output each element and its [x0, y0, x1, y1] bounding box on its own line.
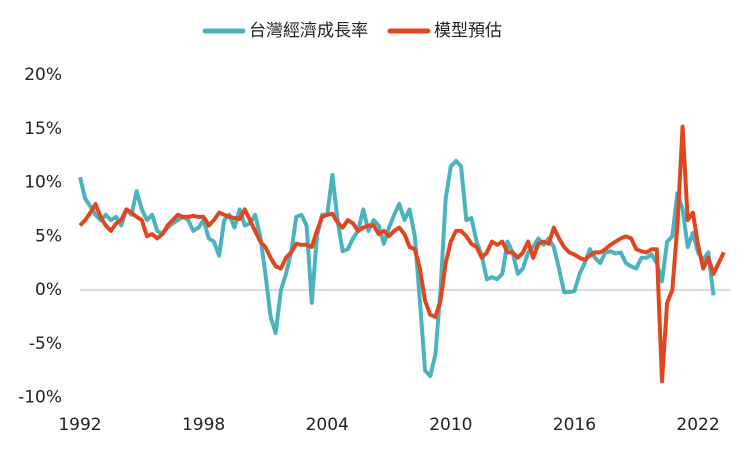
- y-tick-label: -5%: [29, 334, 62, 354]
- series-line: [78, 124, 726, 384]
- x-tick-label: 2004: [306, 415, 349, 435]
- x-tick-label: 2016: [553, 415, 596, 435]
- y-tick-label: 20%: [24, 65, 62, 85]
- y-tick-label: 0%: [35, 280, 62, 300]
- x-tick-label: 2022: [676, 415, 719, 435]
- series-line: [78, 159, 716, 378]
- legend-label: 台灣經濟成長率: [249, 21, 368, 41]
- x-tick-label: 2010: [429, 415, 472, 435]
- x-tick-label: 1992: [58, 415, 101, 435]
- y-tick-label: 10%: [24, 173, 62, 193]
- y-tick-label: 15%: [24, 119, 62, 139]
- x-tick-label: 1998: [182, 415, 225, 435]
- y-tick-label: -10%: [18, 388, 62, 408]
- legend-label: 模型預估: [434, 21, 502, 41]
- y-tick-label: 5%: [35, 226, 62, 246]
